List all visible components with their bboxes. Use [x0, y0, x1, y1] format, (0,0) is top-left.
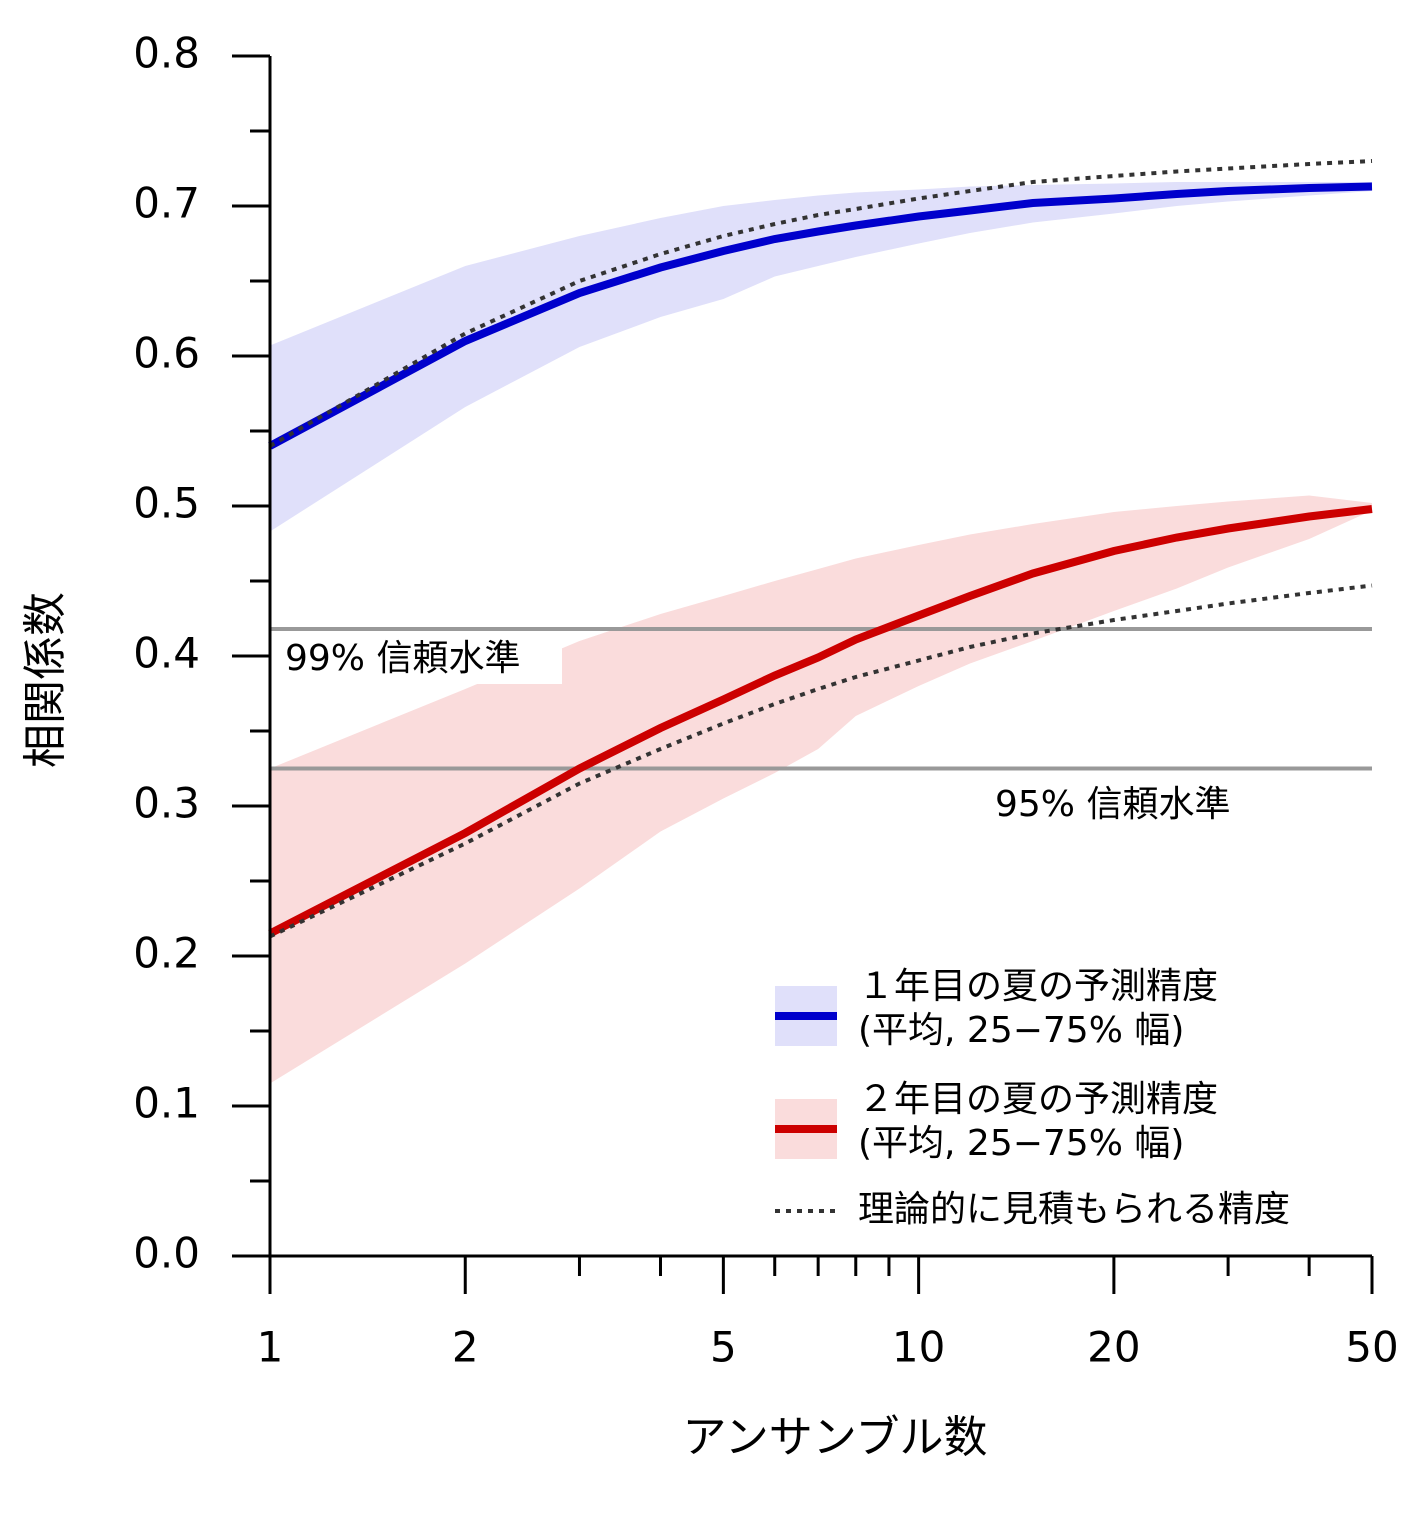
legend-label: 理論的に見積もられる精度: [858, 1189, 1290, 1230]
x-tick-label: 50: [1345, 1323, 1398, 1372]
legend-label: １年目の夏の予測精度: [858, 966, 1218, 1007]
band: [270, 182, 1372, 532]
theory-line: [269, 583, 1373, 939]
y-tick-label: 0.7: [133, 179, 200, 228]
band: [270, 495, 1372, 1084]
y-tick-label: 0.8: [133, 29, 200, 78]
x-tick-label: 20: [1087, 1323, 1140, 1372]
y-axis-title: 相関係数: [20, 592, 71, 768]
y-tick-label: 0.4: [133, 629, 200, 678]
x-tick-label: 10: [892, 1323, 945, 1372]
x-axis-title: アンサンブル数: [683, 1412, 988, 1463]
reference-label: 99% 信頼水準: [285, 638, 520, 679]
y-tick-label: 0.3: [133, 779, 200, 828]
mean-line: [268, 505, 1373, 938]
y-tick-label: 0.5: [133, 479, 200, 528]
legend-note: (平均, 25−75% 幅): [858, 1010, 1184, 1051]
mean-line: [268, 182, 1373, 450]
reference-label: 95% 信頼水準: [995, 784, 1230, 825]
bands: [270, 182, 1372, 1084]
y-tick-label: 0.0: [133, 1229, 200, 1278]
y-tick-label: 0.1: [133, 1079, 200, 1128]
x-tick-label: 5: [710, 1323, 737, 1372]
plot-layer: 99% 信頼水準 95% 信頼水準: [268, 159, 1373, 939]
y-tick-label: 0.2: [133, 929, 200, 978]
x-tick-label: 1: [257, 1323, 284, 1372]
x-tick-label: 2: [452, 1323, 479, 1372]
y-tick-label: 0.6: [133, 329, 200, 378]
legend-label: ２年目の夏の予測精度: [858, 1079, 1218, 1120]
legend-note: (平均, 25−75% 幅): [858, 1123, 1184, 1164]
label-background: [277, 636, 562, 684]
